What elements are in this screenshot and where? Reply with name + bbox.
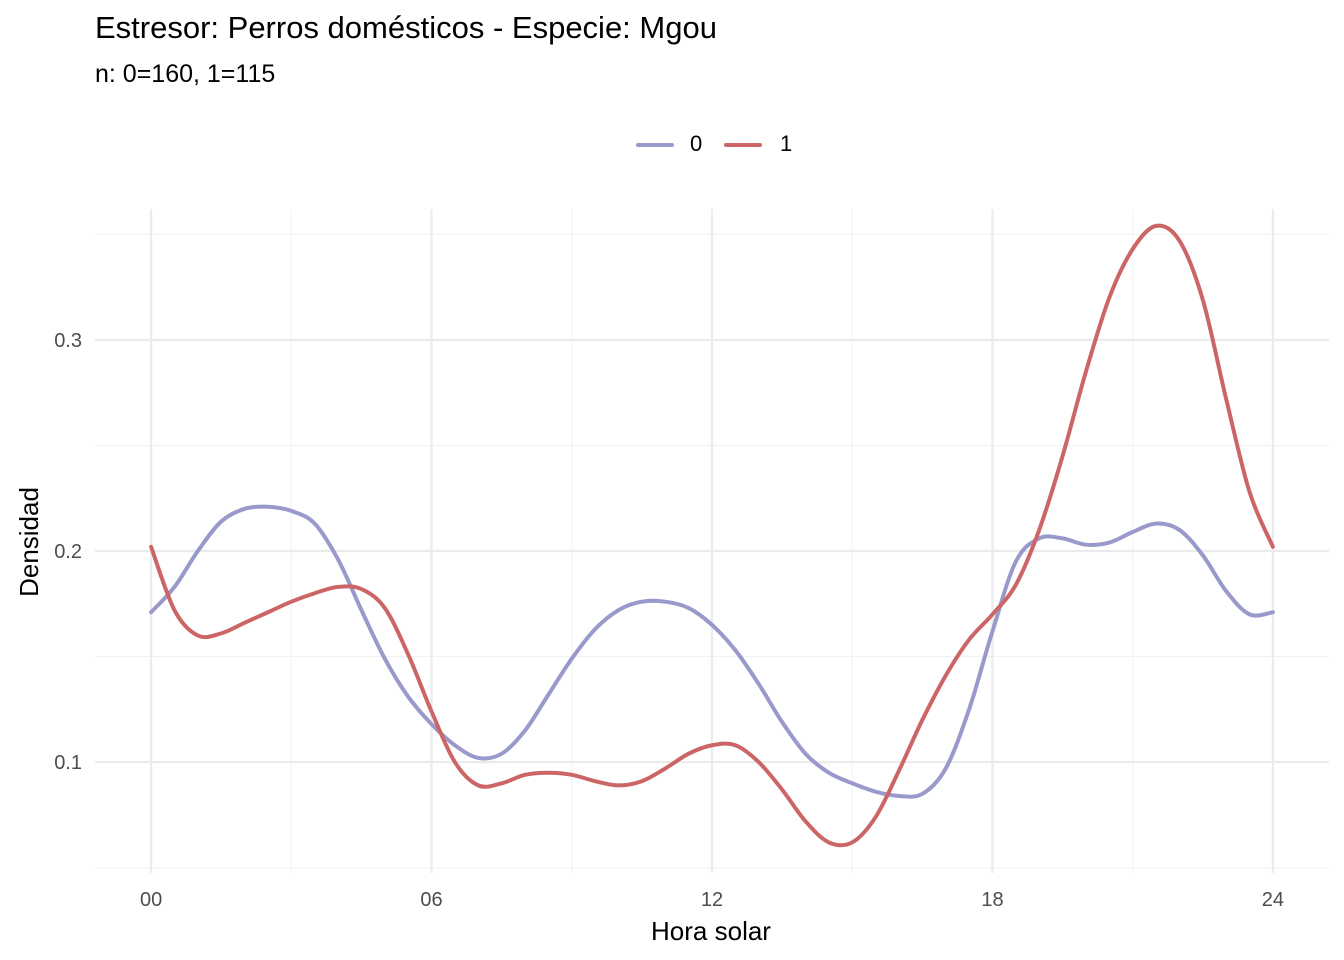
series-line-0	[149, 504, 1275, 799]
legend-key-1	[724, 143, 762, 147]
legend: 0 1	[0, 128, 1344, 162]
y-tick-label: 0.2	[54, 541, 82, 563]
y-axis-title: Densidad	[14, 487, 44, 597]
x-tick-label: 06	[420, 889, 442, 911]
legend-key-0	[636, 143, 674, 147]
chart-subtitle: n: 0=160, 1=115	[95, 60, 276, 88]
legend-label-1: 1	[780, 131, 793, 156]
x-tick-label: 12	[701, 889, 723, 911]
y-tick-label: 0.3	[54, 330, 82, 352]
x-tick-label: 24	[1262, 889, 1284, 911]
tick-labels: 0.1 0.2 0.3 00 06 12 18 24	[54, 330, 1284, 911]
legend-label-0: 0	[690, 131, 703, 156]
y-tick-label: 0.1	[54, 752, 82, 774]
series-layer	[149, 223, 1275, 848]
x-tick-label: 00	[140, 889, 162, 911]
chart-title: Estresor: Perros domésticos - Especie: M…	[95, 10, 717, 45]
grid-major	[95, 209, 1329, 873]
x-tick-label: 18	[981, 889, 1003, 911]
series-line-1	[149, 223, 1275, 848]
x-axis-title: Hora solar	[651, 916, 771, 946]
